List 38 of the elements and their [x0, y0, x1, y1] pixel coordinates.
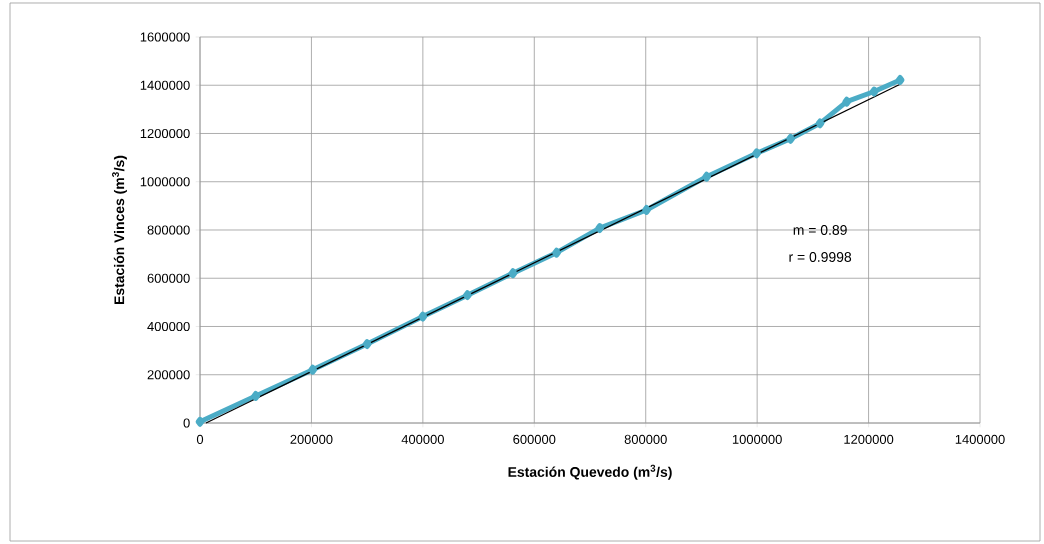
- point: [251, 391, 261, 401]
- x-tick-label: 1200000: [844, 434, 894, 444]
- point: [895, 74, 905, 85]
- x-tick-label: 200000: [290, 434, 333, 444]
- point: [508, 268, 518, 279]
- x-tick-label: 0: [196, 434, 204, 444]
- point: [815, 118, 825, 129]
- annotation: r = 0.9998: [789, 252, 852, 262]
- annotation: m = 0.89: [793, 225, 847, 235]
- y-tick-label: 600000: [147, 273, 190, 283]
- point: [308, 364, 318, 375]
- point: [869, 86, 879, 97]
- x-tick-label: 600000: [513, 434, 556, 444]
- y-tick-label: 1600000: [140, 32, 190, 42]
- point: [463, 290, 472, 301]
- x-tick-label: 1000000: [732, 434, 782, 444]
- y-axis-title: Estación Vinces (m$^{3}$/s): [112, 155, 127, 304]
- y-tick-label: 1200000: [140, 128, 190, 139]
- y-tick-label: 0: [183, 418, 190, 428]
- point: [552, 247, 561, 258]
- x-tick-label: 1400000: [955, 434, 1005, 444]
- point: [362, 339, 372, 350]
- point: [752, 148, 762, 159]
- point: [702, 171, 711, 182]
- point: [642, 204, 651, 215]
- y-tick-label: 1400000: [140, 80, 190, 90]
- y-tick-label: 200000: [147, 370, 190, 380]
- point: [195, 416, 205, 427]
- point: [595, 223, 605, 234]
- y-tick-label: 800000: [147, 225, 190, 235]
- y-tick-label: 400000: [147, 321, 190, 332]
- x-axis-title: Estación Quevedo (m$^{3}$/s): [508, 464, 672, 480]
- point: [418, 311, 428, 322]
- point: [842, 96, 852, 107]
- x-tick-label: 800000: [624, 434, 667, 444]
- x-tick-label: 400000: [401, 434, 444, 444]
- point: [786, 133, 795, 144]
- y-tick-label: 1000000: [140, 177, 190, 187]
